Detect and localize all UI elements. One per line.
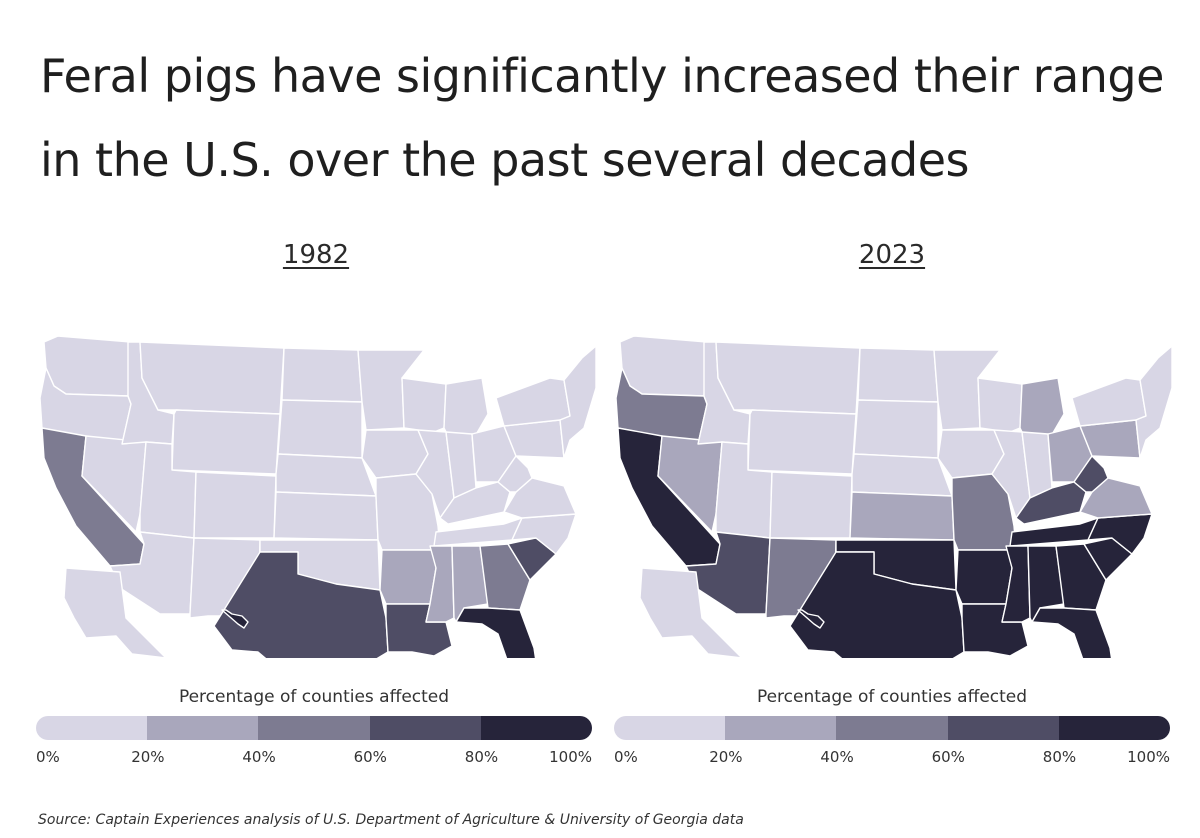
state-wy-1982 (171, 409, 281, 475)
state-ks-2023 (849, 491, 955, 541)
legend-ticks: 0% 20% 40% 60% 80% 100% (614, 748, 1170, 770)
state-mi-2023 (1019, 377, 1065, 439)
legend-tick-label: 60% (353, 748, 387, 766)
state-wi-1982 (401, 377, 447, 437)
state-ny-1982 (495, 377, 571, 427)
state-ak-1982 (63, 567, 167, 658)
legend-tick-label: 0% (614, 748, 638, 766)
legend-color-bar (614, 716, 1170, 740)
legend-swatch (147, 716, 259, 740)
map-panel-1982: 1982 (36, 240, 596, 660)
state-sd-1982 (277, 399, 363, 459)
state-nd-1982 (281, 347, 363, 403)
state-wa-1982 (43, 335, 132, 397)
state-ne-region-2023 (1135, 345, 1172, 459)
legend-1982: Percentage of counties affected 0% 20% 40%… (36, 686, 592, 770)
state-wa-2023 (619, 335, 708, 397)
legend-tick-label: 0% (36, 748, 60, 766)
state-nd-2023 (857, 347, 939, 403)
legend-title: Percentage of counties affected (756, 687, 1028, 707)
map-panel-2023: 2023 (612, 240, 1172, 660)
legend-tick-label: 80% (1042, 748, 1077, 766)
legend-swatch (947, 716, 1059, 740)
legend-tick-label: 40% (242, 748, 276, 766)
legend-swatch (725, 716, 837, 740)
state-ks-1982 (273, 491, 379, 541)
state-ny-2023 (1071, 377, 1147, 427)
map-year-label: 1982 (282, 240, 350, 270)
state-co-2023 (769, 471, 853, 539)
legend-color-bar (36, 716, 592, 740)
state-ak-2023 (639, 567, 743, 658)
us-map-2023 (615, 335, 1172, 658)
legend-swatch (480, 716, 592, 740)
state-hi-2023 (797, 609, 825, 629)
legend-tick-label: 80% (464, 748, 499, 766)
state-ne-1982 (275, 453, 377, 497)
legend-swatch (836, 716, 948, 740)
legend-tick-label: 40% (820, 748, 854, 766)
state-sd-2023 (853, 399, 939, 459)
state-mt-1982 (139, 341, 285, 415)
legend-tick-label: 20% (709, 748, 743, 766)
legend-swatch (369, 716, 481, 740)
state-co-1982 (193, 471, 277, 539)
state-tx-1982 (213, 551, 389, 658)
legend-tick-label: 100% (549, 748, 592, 766)
legend-ticks: 0% 20% 40% 60% 80% 100% (36, 748, 592, 770)
legend-2023: Percentage of counties affected 0% 20% 40%… (614, 686, 1170, 770)
legend-swatch (258, 716, 370, 740)
legend-swatch (614, 716, 726, 740)
legend-tick-label: 20% (131, 748, 165, 766)
legend-tick-label: 100% (1127, 748, 1170, 766)
map-year-label: 2023 (858, 240, 926, 270)
state-fl-1982 (455, 607, 537, 658)
state-ne-2023 (851, 453, 953, 497)
state-tx-2023 (789, 551, 965, 658)
legend-tick-label: 60% (931, 748, 965, 766)
state-ne-region-1982 (559, 345, 596, 459)
state-wy-2023 (747, 409, 857, 475)
us-map-1982 (39, 335, 596, 658)
legend-title: Percentage of counties affected (178, 687, 450, 707)
legend-swatch (36, 716, 148, 740)
state-hi-1982 (221, 609, 249, 629)
state-mt-2023 (715, 341, 861, 415)
source-note: Source: Captain Experiences analysis of … (38, 812, 744, 828)
state-fl-2023 (1031, 607, 1113, 658)
chart-title: Feral pigs have significantly increased … (40, 49, 1164, 187)
state-wi-2023 (977, 377, 1023, 437)
legend-swatch (1058, 716, 1170, 740)
state-mi-1982 (443, 377, 489, 439)
